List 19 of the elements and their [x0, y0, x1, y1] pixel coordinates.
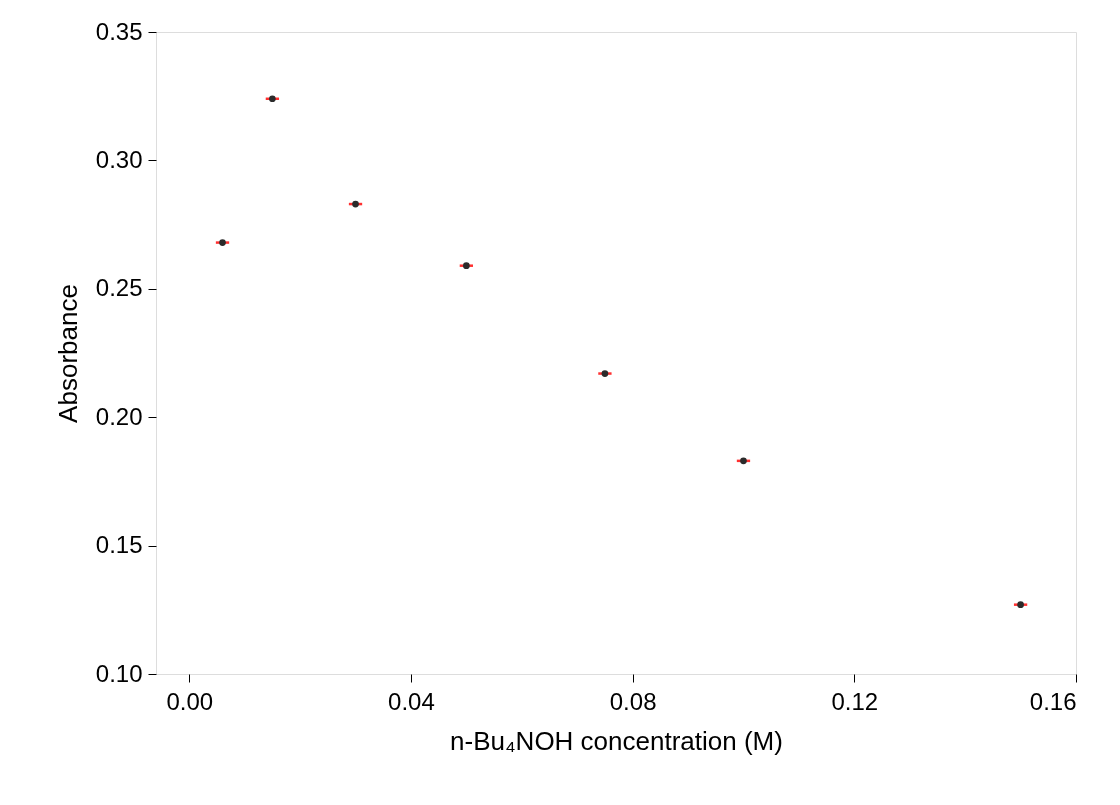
x-tick-label: 0.16 — [1029, 687, 1077, 715]
x-axis-title: n-Bu₄NOH concentration (M) — [450, 725, 783, 756]
x-tick-label: 0.12 — [831, 687, 879, 715]
x-tick-label: 0.04 — [388, 687, 435, 715]
x-tick-label: 0.08 — [609, 687, 657, 715]
point — [269, 95, 276, 103]
y-axis-title: Absorbance — [52, 284, 83, 423]
x-tick-label: 0.00 — [166, 687, 214, 715]
point — [463, 262, 470, 270]
point — [1017, 601, 1024, 609]
point — [352, 200, 359, 208]
y-tick-label: 0.20 — [95, 402, 143, 430]
y-tick-label: 0.30 — [95, 145, 143, 173]
point — [740, 457, 747, 465]
point — [219, 239, 226, 246]
y-tick-label: 0.15 — [95, 531, 143, 559]
y-tick-label: 0.35 — [95, 17, 143, 45]
y-tick-label: 0.10 — [95, 659, 143, 687]
y-tick-label: 0.25 — [95, 274, 143, 302]
